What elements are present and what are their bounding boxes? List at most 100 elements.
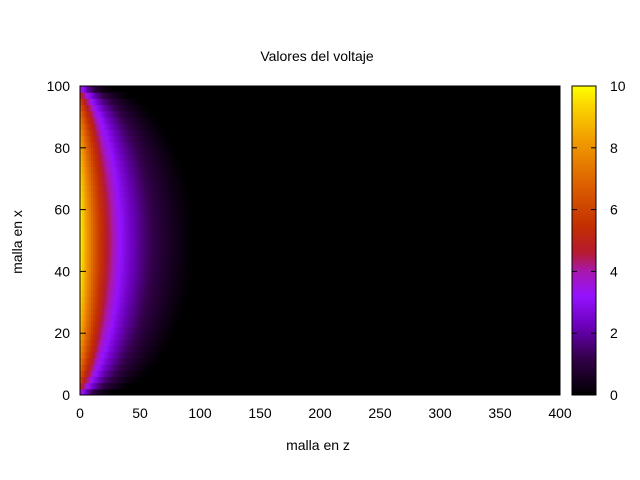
heatmap-cell [119,376,123,384]
heatmap-cell [141,160,145,167]
heatmap-cell [119,228,123,235]
heatmap-cell [80,333,83,340]
heatmap-cell [88,345,92,353]
heatmap-cell [124,370,127,378]
heatmap-cell [132,234,136,242]
heatmap-cell [104,135,107,143]
heatmap-cell [106,246,110,254]
heatmap-cell [152,141,156,149]
heatmap-cell [80,345,83,353]
heatmap-cell [163,160,167,167]
heatmap-cell [80,351,83,359]
heatmap-cell [108,197,112,205]
heatmap-cell [82,345,85,353]
heatmap-cell [139,166,143,174]
heatmap-cell [99,228,103,235]
heatmap-cell [108,345,112,353]
heatmap-cell [190,252,193,260]
heatmap-cell [161,221,165,229]
heatmap-cell [163,209,167,217]
heatmap-cell [152,265,156,272]
heatmap-cell [139,339,143,347]
heatmap-cell [135,110,138,118]
heatmap-cell [139,252,143,260]
heatmap-cell [161,246,165,254]
heatmap-cell [104,215,107,223]
heatmap-cell [104,221,107,229]
heatmap-cell [108,178,112,186]
heatmap-cell [110,135,114,143]
heatmap-cell [104,123,107,130]
heatmap-cell [113,209,116,217]
heatmap-cell [135,191,138,198]
heatmap-cell [108,388,112,395]
heatmap-cell [146,197,149,205]
heatmap-cell [135,147,138,155]
heatmap-cell [143,135,147,143]
heatmap-cell [124,259,127,266]
heatmap-cell [128,104,132,112]
heatmap-cell [115,376,118,384]
heatmap-cell [152,191,156,198]
heatmap-cell [141,129,145,137]
heatmap-cell [181,197,184,205]
heatmap-cell [84,252,88,260]
heatmap-cell [163,289,167,297]
heatmap-cell [132,308,136,316]
heatmap-cell [113,327,116,334]
heatmap-cell [82,302,85,310]
heatmap-cell [110,277,114,285]
heatmap-cell [163,147,167,155]
heatmap-cell [165,327,169,334]
heatmap-cell [117,116,121,124]
heatmap-cell [99,92,103,99]
heatmap-cell [106,259,110,266]
heatmap-cell [157,129,160,137]
heatmap-cell [121,271,125,279]
x-tick-label: 100 [188,405,212,421]
heatmap-cell [135,153,138,161]
heatmap-cell [157,215,160,223]
heatmap-cell [115,351,118,359]
heatmap-cell [113,277,116,285]
heatmap-cell [106,191,110,198]
heatmap-cell [143,197,147,205]
heatmap-cell [119,308,123,316]
heatmap-cell [128,184,132,192]
heatmap-cell [161,277,165,285]
heatmap-cell [128,178,132,186]
heatmap-cell [102,141,105,149]
heatmap-cell [97,135,101,143]
heatmap-cell [80,265,83,272]
x-tick-label: 50 [132,405,148,421]
heatmap-cell [181,178,184,186]
heatmap-cell [88,271,92,279]
heatmap-cell [86,147,90,155]
heatmap-cell [143,160,147,167]
heatmap-cell [84,110,88,118]
heatmap-cell [141,289,145,297]
heatmap-cell [86,197,90,205]
heatmap-cell [93,184,96,192]
heatmap-cell [179,277,182,285]
heatmap-cell [88,240,92,248]
heatmap-cell [146,296,149,303]
heatmap-cell [137,265,140,272]
heatmap-cell [132,351,136,359]
heatmap-cell [150,172,154,180]
heatmap-cell [130,308,134,316]
heatmap-cell [128,221,132,229]
heatmap-cell [179,228,182,235]
heatmap-cell [172,228,176,235]
heatmap-cell [106,339,110,347]
heatmap-cell [135,104,138,112]
heatmap-cell [84,308,88,316]
heatmap-cell [86,141,90,149]
heatmap-cell [146,153,149,161]
heatmap-cell [121,153,125,161]
heatmap-cell [99,215,103,223]
heatmap-cell [86,172,90,180]
heatmap-cell [86,333,90,340]
heatmap-cell [121,221,125,229]
heatmap-cell [102,259,105,266]
